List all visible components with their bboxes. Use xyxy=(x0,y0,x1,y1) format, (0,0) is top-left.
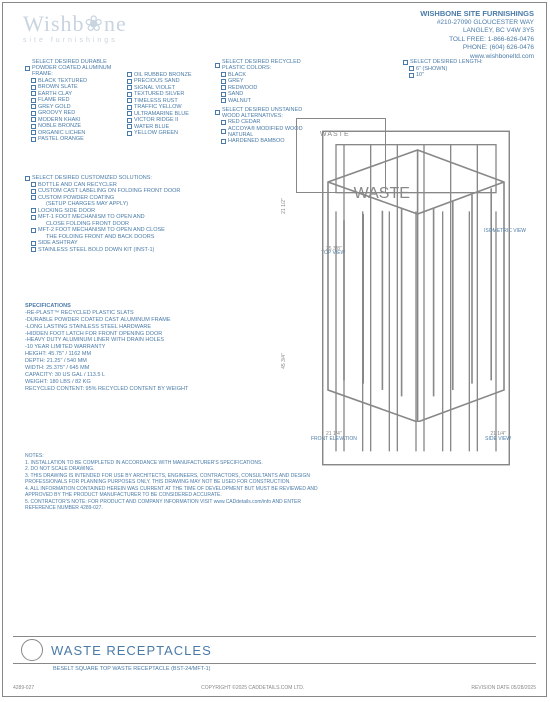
logo-main: Wishb❀ne xyxy=(23,11,127,37)
specifications: SPECIFICATIONS -RE-PLAST™ RECYCLED PLAST… xyxy=(25,303,285,392)
checkbox-option[interactable]: THE FOLDING FRONT AND BACK DOORS xyxy=(25,234,225,240)
checkbox-option[interactable]: MFT-1 FOOT MECHANISM TO OPEN AND xyxy=(25,214,225,220)
checkbox-option[interactable]: ACCOYA® MODIFIED WOOD NATURAL xyxy=(215,126,305,138)
technical-drawings: TOP VIEW 21 1/2" 25 3/8" WASTE ISOMETRIC… xyxy=(296,118,536,448)
plastic-colors: SELECT DESIRED RECYCLED PLASTIC COLORS: … xyxy=(215,59,305,145)
checkbox-option[interactable]: (SETUP CHARGES MAY APPLY) xyxy=(25,201,225,207)
drawing-subtitle: BESELT SQUARE TOP WASTE RECEPTACLE (BST-… xyxy=(53,666,211,672)
checkbox-option[interactable]: STAINLESS STEEL BOLD DOWN KIT (INST-1) xyxy=(25,247,225,253)
customized-solutions: SELECT DESIRED CUSTOMIZED SOLUTIONS: BOT… xyxy=(25,175,225,253)
side-view-drawing xyxy=(296,423,386,558)
checkbox-option[interactable]: BLACK TEXTURED xyxy=(25,78,115,84)
title-block: WASTE RECEPTACLES xyxy=(13,636,536,664)
checkbox-option[interactable]: NOBLE BRONZE xyxy=(25,123,115,129)
brand-logo: Wishb❀ne site furnishings xyxy=(23,11,127,44)
checkbox-option[interactable]: PASTEL ORANGE xyxy=(25,136,115,142)
checkbox-option[interactable]: MFT-2 FOOT MECHANISM TO OPEN AND CLOSE xyxy=(25,227,225,233)
checkbox-option[interactable]: TIMELESS RUST xyxy=(121,98,211,104)
checkbox-option[interactable]: VICTOR RIDGE II xyxy=(121,117,211,123)
logo-sub: site furnishings xyxy=(23,37,127,44)
company-info: WISHBONE SITE FURNISHINGS #210-27090 GLO… xyxy=(420,9,534,61)
checkbox-option[interactable]: BLACK xyxy=(215,72,305,78)
checkbox-option[interactable]: FLAME RED xyxy=(25,97,115,103)
checkbox-option[interactable]: CUSTOM POWDER COATING xyxy=(25,195,225,201)
checkbox-option[interactable]: RED CEDAR xyxy=(215,119,305,125)
checkbox-option[interactable]: BOTTLE AND CAN RECYCLER xyxy=(25,182,225,188)
checkbox-option[interactable]: GROOVY RED xyxy=(25,110,115,116)
checkbox-option[interactable]: REDWOOD xyxy=(215,85,305,91)
checkbox-option[interactable]: SIDE ASHTRAY xyxy=(25,240,225,246)
checkbox-option[interactable]: WALNUT xyxy=(215,98,305,104)
length-select: SELECT DESIRED LENGTH: 6" (SHOWN)10" xyxy=(403,59,503,79)
checkbox-option[interactable]: EARTH CLAY xyxy=(25,91,115,97)
checkbox-option[interactable]: TRAFFIC YELLOW xyxy=(121,104,211,110)
checkbox-option[interactable]: MODERN KHAKI xyxy=(25,117,115,123)
checkbox-option[interactable]: 6" (SHOWN) xyxy=(403,66,503,72)
checkbox-option[interactable]: GREY xyxy=(215,78,305,84)
checkbox-option[interactable]: SAND xyxy=(215,91,305,97)
section-circle-icon xyxy=(21,639,43,661)
checkbox-option[interactable]: ORGANIC LICHEN xyxy=(25,130,115,136)
frame-colors-col2: OIL RUBBED BRONZEPRECIOUS SANDSIGNAL VIO… xyxy=(121,59,211,137)
checkbox-option[interactable]: BROWN SLATE xyxy=(25,84,115,90)
checkbox-option[interactable]: GREY GOLD xyxy=(25,104,115,110)
checkbox-option[interactable]: OIL RUBBED BRONZE xyxy=(121,72,211,78)
checkbox-option[interactable]: CLOSE FOLDING FRONT DOOR xyxy=(25,221,225,227)
checkbox-option[interactable]: ULTRAMARINE BLUE xyxy=(121,111,211,117)
page-footer: 4289-027 COPYRIGHT ©2025 CADDETAILS.COM … xyxy=(13,685,536,691)
checkbox-option[interactable]: CUSTOM CAST LABELING ON FOLDING FRONT DO… xyxy=(25,188,225,194)
checkbox-option[interactable]: YELLOW GREEN xyxy=(121,130,211,136)
checkbox-option[interactable]: TEXTURED SILVER xyxy=(121,91,211,97)
checkbox-option[interactable]: SIGNAL VIOLET xyxy=(121,85,211,91)
frame-colors-col1: SELECT DESIRED DURABLE POWDER COATED ALU… xyxy=(25,59,115,143)
checkbox-option[interactable]: PRECIOUS SAND xyxy=(121,78,211,84)
checkbox-option[interactable]: WATER BLUE xyxy=(121,124,211,130)
checkbox-option[interactable]: LOCKING SIDE DOOR xyxy=(25,208,225,214)
checkbox-option[interactable]: HARDENED BAMBOO xyxy=(215,138,305,144)
checkbox-option[interactable]: 10" xyxy=(403,72,503,78)
